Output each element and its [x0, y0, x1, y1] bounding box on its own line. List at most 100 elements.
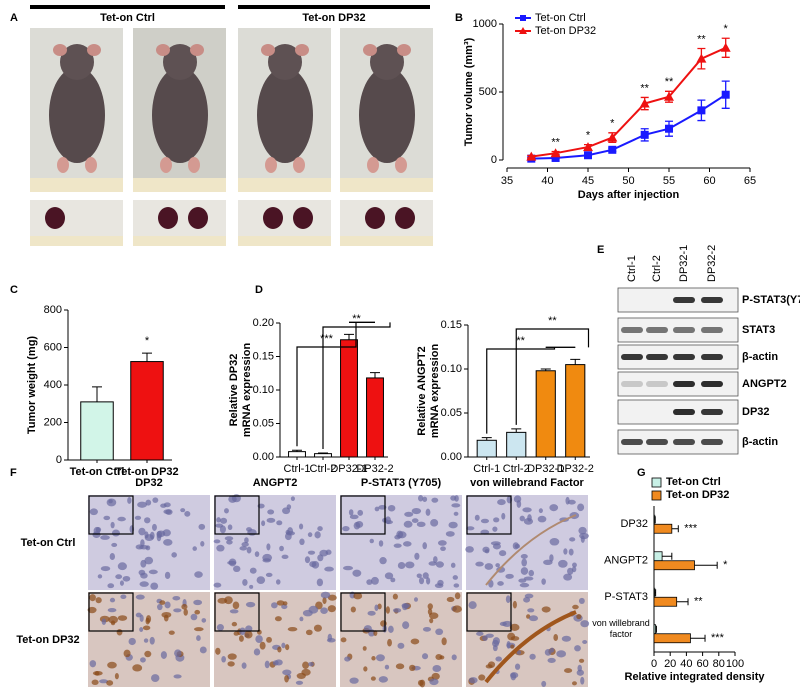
cell: [395, 663, 405, 670]
cell: [227, 661, 235, 667]
lane-label: Ctrl-1: [626, 255, 638, 282]
inset: [88, 495, 134, 535]
cell: [429, 618, 434, 624]
cell: [199, 646, 207, 654]
cell: [421, 653, 429, 660]
cell: [353, 592, 363, 600]
mouse-foot: [188, 157, 200, 173]
band-label: DP32: [742, 406, 770, 418]
ruler: [133, 236, 226, 246]
cell: [411, 507, 422, 515]
cell: [556, 650, 567, 658]
cell: [578, 658, 585, 663]
cell: [490, 541, 501, 546]
cell: [342, 525, 350, 532]
significance: ***: [320, 333, 334, 345]
cell: [468, 677, 478, 684]
x-tick-label: 40: [680, 658, 692, 670]
blot-band: [673, 354, 695, 360]
cell: [393, 543, 402, 548]
cell: [193, 599, 203, 606]
cell: [392, 608, 402, 613]
cell: [157, 603, 163, 611]
cell: [109, 597, 116, 603]
cell: [304, 556, 311, 564]
cell: [435, 628, 444, 636]
column-label: DP32: [135, 477, 163, 489]
cell: [120, 594, 127, 600]
cell: [492, 637, 500, 645]
bar: [314, 453, 332, 458]
cell: [537, 515, 547, 523]
cell: [468, 601, 477, 609]
cell: [378, 540, 384, 547]
cell: [244, 630, 253, 639]
blot-band: [621, 381, 643, 387]
cell: [244, 537, 249, 544]
y-tick-label: P-STAT3: [604, 591, 648, 603]
bar: [653, 523, 673, 534]
cell: [327, 605, 336, 613]
cell: [402, 621, 410, 629]
mouse-body: [257, 67, 313, 163]
ihc-image: [340, 592, 462, 687]
panel-letter: B: [455, 12, 463, 24]
cell: [97, 574, 103, 579]
cell: [302, 661, 310, 670]
cell: [109, 553, 116, 561]
error-bar: [662, 552, 673, 560]
cell: [137, 501, 147, 508]
blot-band: [646, 354, 668, 360]
cell: [374, 604, 379, 611]
cell: [367, 610, 376, 616]
cell: [528, 615, 539, 622]
comparison-bracket: [515, 328, 590, 425]
cell: [392, 593, 398, 600]
inset: [340, 495, 386, 535]
vessel: [484, 610, 577, 684]
mouse-ear: [295, 44, 309, 56]
point: [550, 148, 561, 158]
cell: [569, 537, 576, 542]
cell: [276, 520, 283, 526]
panel-letter: C: [10, 284, 18, 296]
cell: [446, 596, 455, 603]
cell: [217, 597, 228, 604]
cell: [403, 520, 413, 528]
blot-band: [673, 297, 695, 303]
cell: [498, 550, 507, 557]
cell: [89, 508, 98, 516]
cell: [320, 607, 328, 614]
column-label: von willebrand Factor: [470, 477, 584, 489]
cell: [521, 558, 528, 567]
cell: [390, 577, 396, 583]
error-bar: [511, 428, 522, 433]
cell: [425, 508, 431, 516]
cell: [413, 597, 418, 602]
bar: [653, 596, 678, 607]
cell: [492, 526, 498, 532]
cell: [279, 545, 284, 552]
tumor: [365, 207, 385, 229]
cell: [484, 549, 490, 554]
cell: [298, 523, 304, 530]
blot-band: [621, 439, 643, 445]
blot-band: [701, 439, 723, 445]
legend-marker: [520, 15, 526, 21]
cell: [432, 664, 442, 673]
cell: [287, 626, 298, 632]
error-bar: [676, 598, 689, 606]
cell: [580, 620, 590, 628]
cell: [565, 496, 570, 505]
lane-label: Ctrl-2: [651, 255, 663, 282]
cell: [282, 507, 291, 515]
cell: [262, 558, 272, 563]
cell: [314, 531, 321, 539]
cell: [140, 657, 146, 663]
cell: [144, 534, 154, 541]
x-tick-label: Ctrl-2: [310, 463, 337, 475]
cell: [307, 532, 313, 538]
cell: [215, 523, 224, 528]
cell: [282, 601, 288, 606]
cell: [385, 520, 393, 525]
